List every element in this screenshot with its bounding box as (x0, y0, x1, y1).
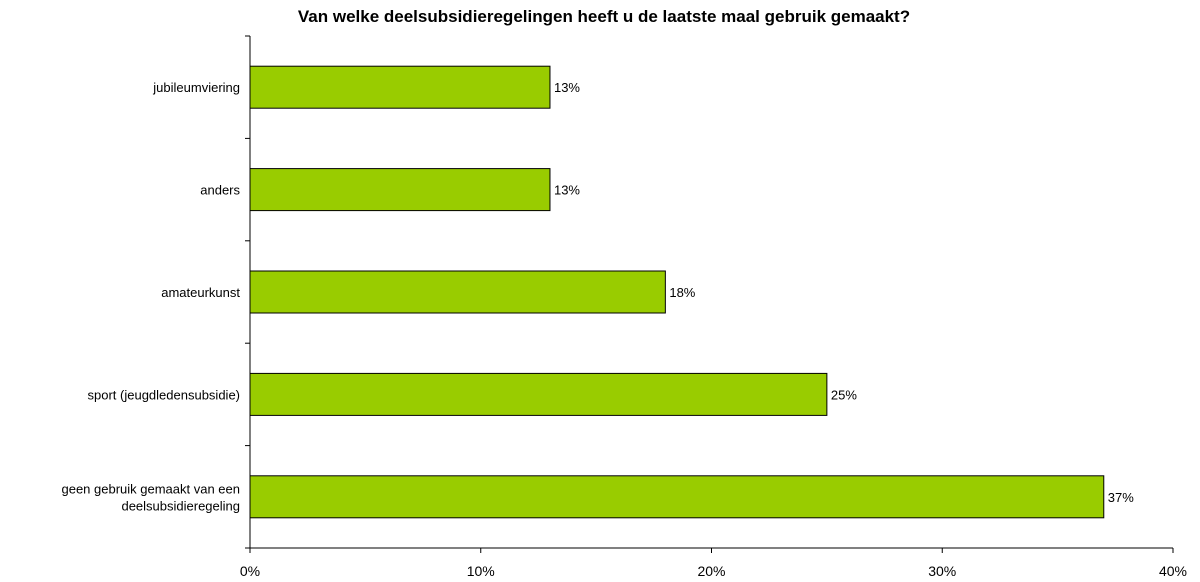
data-label: 18% (669, 285, 695, 300)
category-label: sport (jeugdledensubsidie) (88, 387, 240, 402)
x-tick-label: 30% (928, 563, 956, 579)
data-label: 13% (554, 80, 580, 95)
data-label: 13% (554, 183, 580, 198)
category-label: geen gebruik gemaakt van een (61, 481, 240, 496)
chart-title: Van welke deelsubsidieregelingen heeft u… (298, 7, 910, 26)
bar (249, 372, 828, 416)
plot-area: 0% 10% 20% 30% 40% 13% jubileumviering 13% ander… (61, 35, 1187, 579)
bar (249, 168, 551, 212)
x-tick-label: 10% (467, 563, 495, 579)
category-label: amateurkunst (161, 285, 240, 300)
bar (249, 475, 1105, 519)
data-label: 25% (831, 387, 857, 402)
x-tick-label: 0% (240, 563, 260, 579)
category-label: jubileumviering (152, 80, 240, 95)
category-label: anders (200, 183, 240, 198)
bar (249, 270, 666, 314)
category-label: deelsubsidieregeling (121, 498, 240, 513)
x-tick-label: 40% (1159, 563, 1187, 579)
x-tick-label: 20% (697, 563, 725, 579)
data-label: 37% (1108, 490, 1134, 505)
bar (249, 65, 551, 109)
